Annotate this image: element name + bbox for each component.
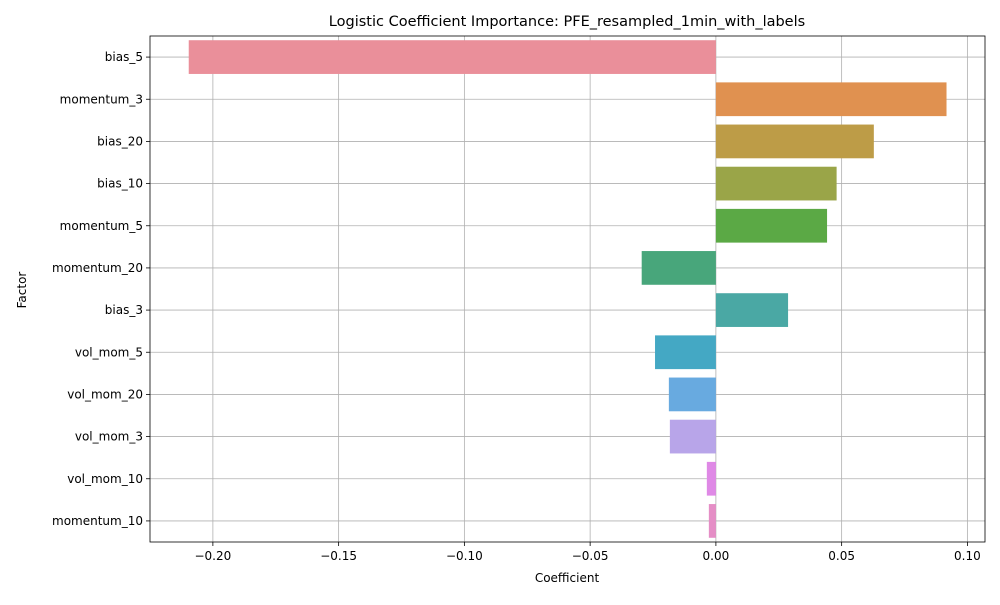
chart-title: Logistic Coefficient Importance: PFE_res… [329, 14, 805, 30]
bar-bias_5 [188, 40, 716, 74]
x-tick-label: −0.15 [320, 549, 357, 563]
y-tick-label: momentum_3 [60, 92, 143, 106]
bar-momentum_5 [715, 208, 828, 243]
y-tick-label: vol_mom_20 [67, 387, 143, 401]
grid-layer [150, 36, 985, 542]
plot-frame [149, 35, 986, 543]
bar-bias_3 [715, 293, 789, 327]
x-axis-label: Coefficient [535, 571, 600, 585]
x-tick-label: −0.20 [194, 549, 231, 563]
y-tick-label: vol_mom_5 [75, 345, 143, 359]
bar-momentum_20 [641, 251, 716, 285]
y-tick-label: bias_20 [97, 134, 143, 148]
y-tick-label: bias_5 [105, 50, 143, 64]
bar-vol_mom_5 [655, 335, 716, 370]
y-tick-label: vol_mom_3 [75, 430, 143, 444]
y-axis-label: Factor [15, 272, 29, 309]
y-tick-label: bias_10 [97, 177, 143, 191]
bars-layer [188, 40, 947, 538]
bar-bias_10 [715, 166, 837, 201]
x-tick-label: 0.05 [828, 549, 855, 563]
bar-bias_20 [715, 124, 874, 159]
x-tick-label: 0.00 [703, 549, 730, 563]
x-tick-label: −0.10 [446, 549, 483, 563]
bar-momentum_10 [708, 504, 716, 538]
x-tick-label: −0.05 [572, 549, 609, 563]
bar-vol_mom_20 [668, 377, 716, 412]
x-tick-label: 0.10 [954, 549, 981, 563]
bar-vol_mom_10 [706, 461, 716, 496]
ticks-layer: −0.20 −0.15 −0.10 −0.05 0.00 0.05 0.10 bias_5mo… [52, 50, 981, 563]
y-tick-label: momentum_5 [60, 219, 143, 233]
y-tick-label: vol_mom_10 [67, 472, 143, 486]
y-tick-label: bias_3 [105, 303, 143, 317]
bar-vol_mom_3 [669, 419, 716, 454]
bar-momentum_3 [715, 82, 947, 117]
y-tick-label: momentum_10 [52, 514, 143, 528]
y-tick-label: momentum_20 [52, 261, 143, 275]
